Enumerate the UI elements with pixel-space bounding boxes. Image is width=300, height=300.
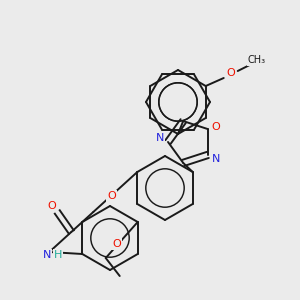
Text: O: O: [47, 201, 56, 211]
Text: N: N: [43, 250, 52, 260]
Text: H: H: [54, 250, 62, 260]
Text: N: N: [212, 154, 220, 164]
Text: O: O: [212, 122, 220, 132]
Text: N: N: [156, 133, 164, 143]
Text: O: O: [226, 68, 235, 78]
Text: CH₃: CH₃: [248, 55, 266, 65]
Text: O: O: [107, 191, 116, 201]
Text: O: O: [112, 239, 121, 249]
